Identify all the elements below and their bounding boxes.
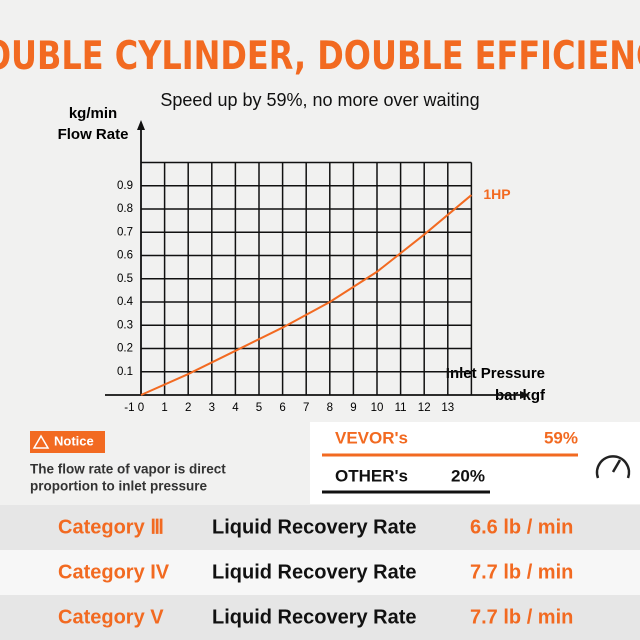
table-row bbox=[0, 595, 640, 640]
table-cell: 7.7 lb / min bbox=[470, 561, 573, 583]
x-tick-label: 11 bbox=[395, 402, 407, 414]
x-tick-label: 6 bbox=[279, 402, 285, 414]
y-tick-label: 0.2 bbox=[117, 343, 133, 355]
series-line bbox=[140, 194, 473, 396]
table: Category Ⅲ Liquid Recovery Rate 6.6 lb / m… bbox=[0, 505, 640, 640]
y-tick-label: 0.1 bbox=[117, 366, 133, 378]
table-cell: 6.6 lb / min bbox=[470, 516, 573, 538]
x-tick-label: 9 bbox=[350, 402, 356, 414]
comparison-panel bbox=[310, 422, 640, 504]
notice-badge bbox=[30, 431, 105, 453]
table-cell: Category Ⅲ bbox=[58, 516, 164, 538]
x-tick-label: -1 bbox=[124, 402, 134, 414]
y-axis-label: kg/min bbox=[69, 105, 117, 122]
x-tick-label: 10 bbox=[371, 402, 384, 414]
table-cell: Category IV bbox=[58, 561, 170, 583]
x-axis-arrow bbox=[520, 391, 530, 399]
notice-text: proportion to inlet pressure bbox=[30, 479, 208, 494]
x-tick-label: 5 bbox=[256, 402, 262, 414]
x-tick-label: 13 bbox=[441, 402, 454, 414]
y-axis-label: Flow Rate bbox=[58, 126, 129, 143]
table-row bbox=[0, 505, 640, 550]
notice-text: The flow rate of vapor is direct bbox=[30, 462, 226, 477]
x-tick-label: 1 bbox=[161, 402, 167, 414]
y-tick-label: 0.3 bbox=[117, 319, 133, 331]
table-cell: Category V bbox=[58, 606, 164, 628]
y-tick-label: 0.9 bbox=[117, 180, 133, 192]
x-tick-label: 2 bbox=[185, 402, 191, 414]
subtitle: Speed up by 59%, no more over waiting bbox=[160, 90, 479, 110]
table-cell: Liquid Recovery Rate bbox=[212, 606, 417, 628]
comparison-value: 20% bbox=[451, 466, 485, 485]
table-cell: 7.7 lb / min bbox=[470, 606, 573, 628]
gauge-icon bbox=[595, 455, 631, 479]
x-tick-label: 12 bbox=[418, 402, 431, 414]
x-tick-label: 0 bbox=[138, 402, 144, 414]
y-axis-arrow bbox=[137, 120, 145, 130]
table-cell: Liquid Recovery Rate bbox=[212, 516, 417, 538]
y-tick-label: 0.6 bbox=[117, 250, 133, 262]
comparison-name: OTHER's bbox=[335, 466, 408, 485]
y-tick-label: 0.7 bbox=[117, 226, 133, 238]
table-row bbox=[0, 550, 640, 595]
y-tick-label: 0.5 bbox=[117, 273, 133, 285]
title: DOUBLE CYLINDER, DOUBLE EFFICIENCY bbox=[0, 34, 640, 79]
x-tick-label: 4 bbox=[232, 402, 239, 414]
x-tick-label: 7 bbox=[303, 402, 309, 414]
legend-label: 1HP bbox=[483, 186, 510, 202]
table-cell: Liquid Recovery Rate bbox=[212, 561, 417, 583]
x-tick-label: 8 bbox=[327, 402, 333, 414]
x-tick-label: 3 bbox=[209, 402, 215, 414]
y-tick-label: 0.8 bbox=[117, 203, 133, 215]
plot: 0.10.20.30.40.50.60.70.80.9-1 0 1 2 3 4 5 6 7 8 9 1… bbox=[105, 120, 530, 414]
warning-icon bbox=[32, 434, 50, 449]
comparison-name: VEVOR's bbox=[335, 428, 408, 447]
comparison-value: 59% bbox=[544, 428, 578, 447]
y-tick-label: 0.4 bbox=[117, 296, 134, 308]
notice-label: Notice bbox=[54, 433, 94, 448]
x-axis-label: Inlet Pressure bbox=[446, 365, 545, 382]
